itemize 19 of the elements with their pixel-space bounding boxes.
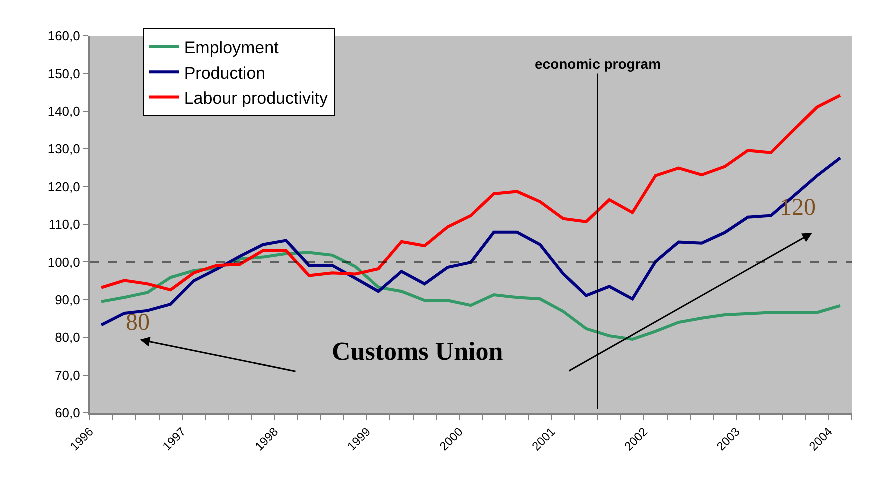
y-tick-label: 100,0 bbox=[48, 254, 80, 270]
y-tick-label: 80,0 bbox=[55, 330, 80, 346]
annotation: 80 bbox=[126, 310, 150, 336]
y-tick-label: 160,0 bbox=[48, 28, 80, 44]
y-tick-label: 150,0 bbox=[48, 66, 80, 82]
legend-label: Production bbox=[184, 64, 266, 83]
y-tick-label: 70,0 bbox=[55, 368, 80, 383]
y-tick-label: 110,0 bbox=[48, 217, 80, 232]
line-series bbox=[100, 251, 842, 341]
ref-line-label: economic program bbox=[535, 56, 662, 72]
legend-label: Labour productivity bbox=[184, 88, 328, 108]
y-tick-label: 60,0 bbox=[55, 406, 80, 421]
y-tick-label: 140,0 bbox=[48, 104, 80, 119]
annotation: 120 bbox=[780, 195, 816, 221]
annotation: Customs Union bbox=[332, 337, 504, 366]
y-tick-label: 90,0 bbox=[55, 292, 80, 308]
y-tick-label: 130,0 bbox=[48, 142, 80, 157]
legend-label: Employment bbox=[184, 38, 280, 58]
y-tick-label: 120,0 bbox=[48, 179, 80, 194]
